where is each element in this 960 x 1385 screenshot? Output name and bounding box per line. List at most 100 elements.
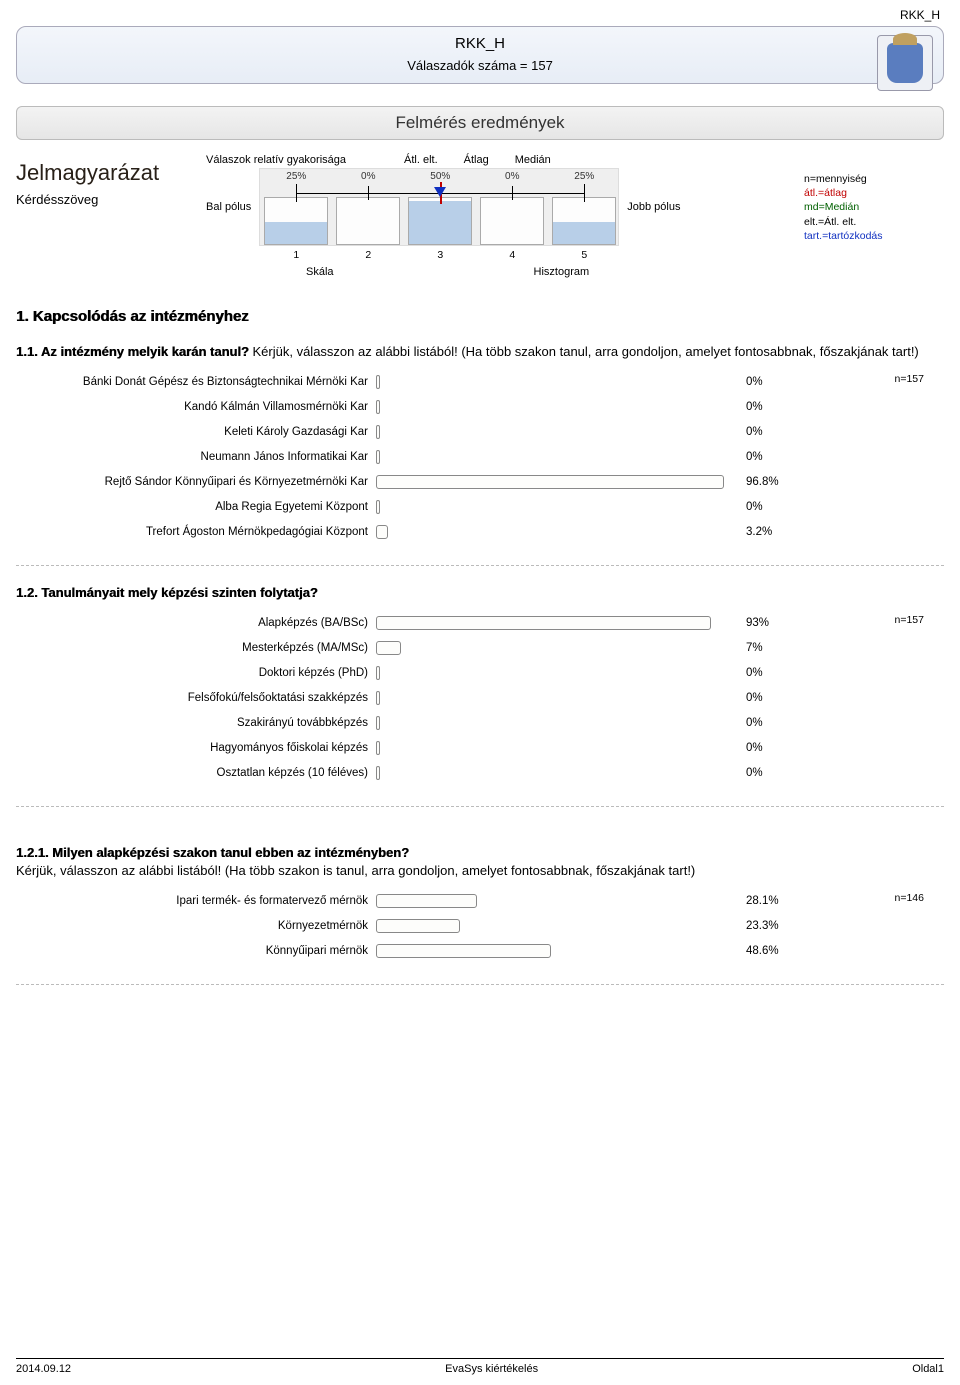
hbar-value: 3.2% <box>736 526 816 538</box>
footer: 2014.09.12 EvaSys kiértékelés Oldal1 <box>16 1358 944 1375</box>
hist-bar <box>265 222 327 244</box>
hbar-fill <box>376 500 380 514</box>
hbar-track <box>376 400 736 414</box>
hbar-label: Trefort Ágoston Mérnökpedagógiai Központ <box>16 526 376 538</box>
hbar-label: Osztatlan képzés (10 féléves) <box>16 767 376 779</box>
footer-left: 2014.09.12 <box>16 1363 71 1375</box>
hbar-row: Alapképzés (BA/BSc)93% <box>16 612 944 634</box>
hist-cell <box>552 197 616 245</box>
legend-hist-label: Hisztogram <box>534 266 590 278</box>
doc-code-top: RKK_H <box>16 8 944 22</box>
hbar-track <box>376 666 736 680</box>
hbar-row: Szakirányú továbbképzés 0% <box>16 712 944 734</box>
hist-axis-label: 3 <box>437 249 443 261</box>
hbar-value: 0% <box>736 501 816 513</box>
hbar-value: 0% <box>736 451 816 463</box>
hbar-value: 96.8% <box>736 476 816 488</box>
hbar-fill <box>376 691 380 705</box>
hbar-row: Trefort Ágoston Mérnökpedagógiai Központ… <box>16 521 944 543</box>
hist-pct-label: 50% <box>430 171 450 182</box>
hist-cell <box>408 197 472 245</box>
legend-big: Jelmagyarázat <box>16 160 206 186</box>
hbar-track <box>376 500 736 514</box>
hbar-track <box>376 944 736 958</box>
section1-title: 1. Kapcsolódás az intézményhez <box>16 308 944 325</box>
header-subtitle: Válaszadók száma = 157 <box>17 58 943 73</box>
hbar-row: Osztatlan képzés (10 féléves)0% <box>16 762 944 784</box>
legend-r3: md=Medián <box>804 200 944 214</box>
hist-cell <box>480 197 544 245</box>
hist-bar <box>409 201 471 244</box>
legend-relfreq: Válaszok relatív gyakorisága <box>206 154 346 166</box>
q11-title-bold: 1.1. Az intézmény melyik karán tanul? <box>16 344 249 359</box>
hist-cell <box>336 197 400 245</box>
separator <box>16 565 944 566</box>
legend-histogram: 25%10%250%30%425%5 <box>259 168 619 246</box>
hbar-value: 0% <box>736 742 816 754</box>
hbar-value: 0% <box>736 401 816 413</box>
hbar-fill <box>376 475 724 489</box>
hbar-fill <box>376 400 380 414</box>
legend-r1: n=mennyiség <box>804 172 944 186</box>
hbar-row: Doktori képzés (PhD) 0% <box>16 662 944 684</box>
q121-chart: n=146 Ipari termék- és formatervező mérn… <box>16 890 944 962</box>
hbar-track <box>376 450 736 464</box>
legend-left-pole: Bal pólus <box>206 201 251 213</box>
footer-right: Oldal1 <box>912 1363 944 1375</box>
hbar-value: 0% <box>736 667 816 679</box>
legend-r5: tart.=tartózkodás <box>804 229 944 243</box>
footer-center: EvaSys kiértékelés <box>445 1363 538 1375</box>
header-title: RKK_H <box>17 35 943 52</box>
hbar-row: Rejtő Sándor Könnyűipari és Környezetmér… <box>16 471 944 493</box>
hbar-value: 7% <box>736 642 816 654</box>
hbar-value: 48.6% <box>736 945 816 957</box>
hbar-label: Mesterképzés (MA/MSc) <box>16 642 376 654</box>
hist-pct-label: 25% <box>286 171 306 182</box>
hbar-label: Neumann János Informatikai Kar <box>16 451 376 463</box>
legend-r4: elt.=Átl. elt. <box>804 215 944 229</box>
q12-n: n=157 <box>895 614 925 626</box>
hist-pct-label: 0% <box>361 171 375 182</box>
legend-small: Kérdésszöveg <box>16 192 206 207</box>
hbar-track <box>376 375 736 389</box>
legend-block: Jelmagyarázat Kérdésszöveg Válaszok rela… <box>16 154 944 278</box>
hbar-row: Keleti Károly Gazdasági Kar0% <box>16 421 944 443</box>
hbar-track <box>376 425 736 439</box>
q121-title: 1.2.1. Milyen alapképzési szakon tanul e… <box>16 825 944 880</box>
hbar-value: 93% <box>736 617 816 629</box>
hbar-row: Kandó Kálmán Villamosmérnöki Kar0% <box>16 396 944 418</box>
hbar-label: Szakirányú továbbképzés <box>16 717 376 729</box>
hbar-label: Doktori képzés (PhD) <box>16 667 376 679</box>
hbar-label: Bánki Donát Gépész és Biztonságtechnikai… <box>16 376 376 388</box>
hbar-value: 0% <box>736 692 816 704</box>
hbar-fill <box>376 919 460 933</box>
separator <box>16 806 944 807</box>
hbar-row: Környezetmérnök23.3% <box>16 915 944 937</box>
hbar-row: Hagyományos főiskolai képzés0% <box>16 737 944 759</box>
crest-icon <box>877 35 933 91</box>
hbar-row: Bánki Donát Gépész és Biztonságtechnikai… <box>16 371 944 393</box>
legend-atlelt: Átl. elt. <box>404 154 438 166</box>
hist-bar <box>553 222 615 244</box>
hbar-fill <box>376 450 380 464</box>
legend-left: Jelmagyarázat Kérdésszöveg <box>16 154 206 207</box>
legend-median: Medián <box>515 154 551 166</box>
hbar-fill <box>376 666 380 680</box>
legend-scale-label: Skála <box>306 266 334 278</box>
q11-title: 1.1. Az intézmény melyik karán tanul? Ké… <box>16 343 944 361</box>
header-box: RKK_H Válaszadók száma = 157 <box>16 26 944 84</box>
hist-axis-label: 4 <box>509 249 515 261</box>
hbar-fill <box>376 641 401 655</box>
hbar-label: Környezetmérnök <box>16 920 376 932</box>
hbar-row: Ipari termék- és formatervező mérnök28.1… <box>16 890 944 912</box>
q12-chart: n=157 Alapképzés (BA/BSc)93% Mesterképzés… <box>16 612 944 784</box>
hbar-value: 0% <box>736 717 816 729</box>
section-bar: Felmérés eredmények <box>16 106 944 140</box>
hbar-value: 0% <box>736 426 816 438</box>
hbar-fill <box>376 616 711 630</box>
hbar-row: Mesterképzés (MA/MSc) 7% <box>16 637 944 659</box>
hist-axis-label: 2 <box>365 249 371 261</box>
hbar-fill <box>376 894 477 908</box>
hbar-row: Felsőfokú/felsőoktatási szakképzés0% <box>16 687 944 709</box>
hist-pct-label: 25% <box>574 171 594 182</box>
